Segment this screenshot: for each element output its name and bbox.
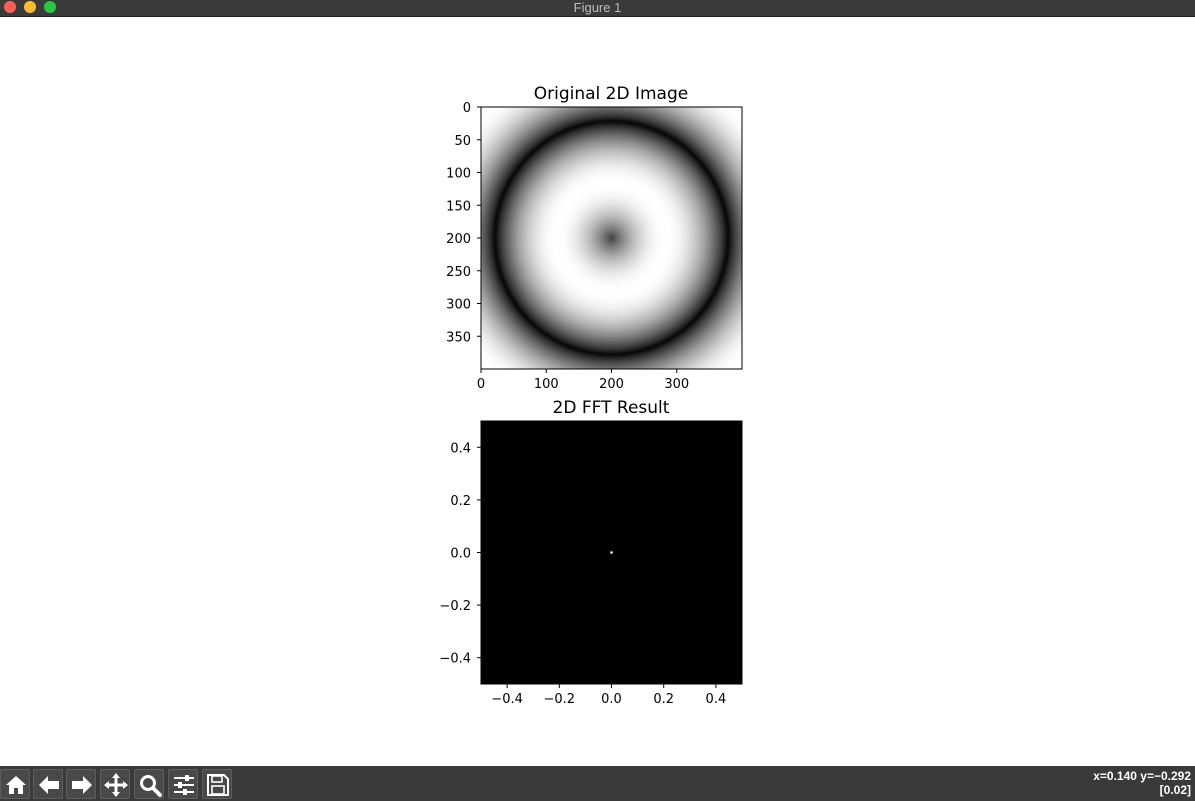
y-tick-label: 100	[446, 167, 471, 182]
window-title: Figure 1	[573, 0, 622, 15]
close-window-button[interactable]	[4, 1, 16, 13]
y-tick-label: 0.0	[450, 547, 471, 562]
forward-arrow-icon	[72, 776, 92, 794]
zoom-magnifier-icon	[140, 775, 162, 797]
x-tick-label: −0.2	[544, 692, 576, 707]
minimize-window-button[interactable]	[24, 1, 36, 13]
x-tick-label: 300	[664, 377, 689, 392]
zoom-button[interactable]	[134, 769, 164, 799]
y-tick-label: −0.4	[439, 652, 471, 667]
axes-original-image: Original 2D Image 0 100 200 300 0 50 100 150 20…	[446, 84, 743, 392]
home-button[interactable]	[0, 769, 30, 799]
home-icon	[6, 776, 26, 794]
y-tick-label: 250	[446, 265, 471, 280]
fft-peak-point	[610, 551, 613, 554]
cursor-status: x=0.140 y=−0.292 [0.02]	[1093, 769, 1191, 797]
chart-title-fft: 2D FFT Result	[553, 398, 670, 418]
title-bar: Figure 1	[0, 0, 1195, 17]
figure-svg: Original 2D Image 0 100 200 300 0 50 100 150 20…	[439, 84, 743, 707]
figure-canvas[interactable]: Original 2D Image 0 100 200 300 0 50 100 150 20…	[0, 17, 1195, 766]
back-arrow-icon	[39, 776, 59, 794]
image-original	[481, 107, 742, 369]
save-button[interactable]	[202, 769, 232, 799]
x-tick-label: 0.4	[706, 692, 727, 707]
y-tick-label: −0.2	[439, 599, 471, 614]
y-tick-label: 0.2	[450, 494, 471, 509]
y-tick-label: 0	[463, 101, 471, 116]
save-floppy-icon	[207, 774, 229, 796]
configure-subplots-button[interactable]	[168, 769, 198, 799]
x-tick-label: 0.0	[601, 692, 622, 707]
pan-move-icon	[104, 773, 128, 797]
x-tick-label: −0.4	[491, 692, 523, 707]
y-tick-label: 200	[446, 232, 471, 247]
back-button[interactable]	[33, 769, 63, 799]
y-tick-label: 150	[446, 199, 471, 214]
axes-fft-result: 2D FFT Result −0.4 −0.2 0.0 0.2 0.4 0.4 0.2 0.…	[439, 398, 743, 707]
x-tick-label: 0	[477, 377, 485, 392]
y-tick-label: 300	[446, 298, 471, 313]
forward-button[interactable]	[66, 769, 96, 799]
navigation-toolbar: x=0.140 y=−0.292 [0.02]	[0, 766, 1195, 801]
zoom-window-button[interactable]	[44, 1, 56, 13]
image-ring-band	[611, 237, 612, 239]
y-tick-label: 350	[446, 330, 471, 345]
cursor-coordinates: x=0.140 y=−0.292	[1093, 769, 1191, 783]
x-tick-label: 200	[599, 377, 624, 392]
y-tick-label: 0.4	[450, 441, 471, 456]
cursor-pixel-value: [0.02]	[1159, 783, 1191, 797]
configure-sliders-icon	[174, 775, 194, 795]
x-tick-label: 0.2	[653, 692, 674, 707]
x-tick-label: 100	[534, 377, 559, 392]
chart-title-original: Original 2D Image	[534, 84, 688, 104]
pan-button[interactable]	[100, 769, 130, 799]
y-tick-label: 50	[454, 134, 471, 149]
